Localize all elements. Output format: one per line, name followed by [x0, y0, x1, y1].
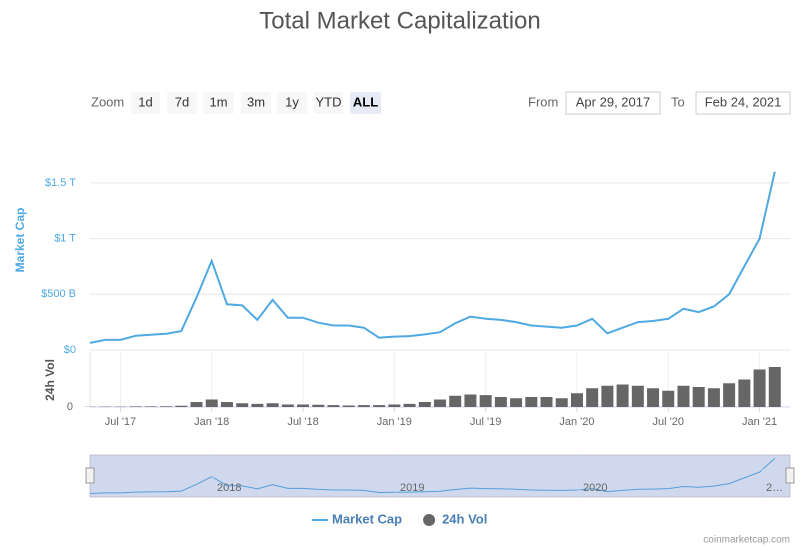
x-tick-label: Jan '18 [194, 416, 229, 428]
navigator-label: 2018 [217, 482, 241, 494]
volume-bar [357, 405, 370, 407]
volume-bar [677, 385, 690, 407]
x-tick-label: Jul '20 [653, 416, 684, 428]
volume-bar [768, 367, 781, 407]
volume-bar [281, 404, 294, 407]
volume-bar [692, 387, 705, 407]
volume-bar [175, 405, 188, 407]
x-tick-label: Jan '19 [377, 416, 412, 428]
volume-bar [342, 405, 355, 407]
volume-bar [403, 403, 416, 407]
navigator-mask[interactable] [90, 455, 790, 497]
volume-bar [190, 402, 203, 407]
from-input[interactable] [565, 91, 661, 115]
navigator-handle[interactable] [85, 467, 95, 484]
volume-bar [601, 385, 614, 407]
y-axis-title: Market Cap [13, 208, 27, 273]
zoom-button[interactable] [350, 92, 381, 114]
zoom-button-label[interactable]: 7d [175, 94, 189, 109]
legend-label[interactable]: Market Cap [332, 511, 402, 526]
volume-bar [540, 397, 553, 407]
volume-bar [312, 404, 325, 407]
zoom-button[interactable] [314, 92, 343, 114]
x-tick-label: Jan '20 [559, 416, 594, 428]
chart-title: Total Market Capitalization [259, 7, 540, 34]
volume-bar [738, 379, 751, 407]
volume-bar [479, 395, 492, 407]
to-input[interactable] [695, 91, 791, 115]
y-tick-label: $500 B [41, 288, 76, 300]
y-tick-label: $1 T [54, 232, 76, 244]
x-tick-label: Jul '17 [105, 416, 136, 428]
volume-bar [266, 403, 279, 407]
zoom-button-label[interactable]: 1y [285, 94, 299, 109]
legend-symbol [423, 514, 436, 526]
volume-bar [555, 398, 568, 407]
volume-bar [723, 383, 736, 407]
zoom-button[interactable] [203, 92, 234, 114]
zoom-button-label[interactable]: 3m [247, 94, 265, 109]
legend-label[interactable]: 24h Vol [442, 511, 487, 526]
volume-bar [647, 388, 660, 407]
volume-bar [220, 402, 233, 407]
volume-bar [160, 406, 173, 407]
volume-bar [236, 403, 249, 407]
y-tick-label: $1.5 T [45, 177, 76, 189]
volume-bar [464, 394, 477, 407]
volume-bar [418, 402, 431, 407]
volume-bar [586, 388, 599, 407]
y2-tick-label: 0 [67, 401, 73, 413]
credits[interactable]: coinmarketcap.com [703, 535, 790, 546]
volume-bar [297, 404, 310, 407]
zoom-button[interactable] [131, 92, 160, 114]
from-value[interactable]: Apr 29, 2017 [576, 94, 650, 109]
to-label: To [671, 94, 685, 109]
x-tick-label: Jul '19 [470, 416, 501, 428]
volume-bar [631, 385, 644, 407]
zoom-button[interactable] [167, 92, 197, 114]
volume-bar [205, 399, 218, 407]
volume-bar [434, 399, 446, 407]
zoom-button-label[interactable]: YTD [316, 94, 342, 109]
volume-bar [129, 406, 142, 407]
navigator-label: 2020 [583, 482, 607, 494]
from-label: From [528, 94, 558, 109]
navigator-line [89, 458, 776, 494]
y2-axis-title: 24h Vol [43, 359, 57, 401]
volume-bar [510, 398, 523, 407]
volume-bar [327, 405, 340, 407]
navigator-label: 2… [766, 482, 783, 494]
volume-bar [373, 405, 386, 407]
volume-bar [753, 369, 766, 407]
volume-bar [707, 388, 720, 407]
x-tick-label: Jan '21 [742, 416, 777, 428]
to-value[interactable]: Feb 24, 2021 [705, 94, 782, 109]
volume-bar [388, 404, 401, 407]
volume-bar [616, 384, 629, 407]
zoom-button[interactable] [241, 92, 271, 114]
volume-bar [662, 390, 675, 407]
zoom-button-label[interactable]: 1d [138, 94, 152, 109]
market-cap-line [89, 171, 776, 344]
volume-bar [251, 403, 264, 407]
volume-bar [570, 393, 583, 407]
volume-bar [494, 397, 507, 407]
x-tick-label: Jul '18 [287, 416, 318, 428]
zoom-button-label[interactable]: ALL [353, 94, 378, 109]
volume-bar [449, 395, 462, 407]
y-tick-label: $0 [64, 344, 76, 356]
volume-bar [144, 406, 157, 407]
navigator-label: 2019 [400, 482, 424, 494]
volume-bar [525, 397, 538, 407]
zoom-label: Zoom [91, 94, 124, 109]
zoom-button[interactable] [277, 92, 307, 114]
navigator-handle[interactable] [785, 467, 795, 484]
zoom-button-label[interactable]: 1m [209, 94, 227, 109]
